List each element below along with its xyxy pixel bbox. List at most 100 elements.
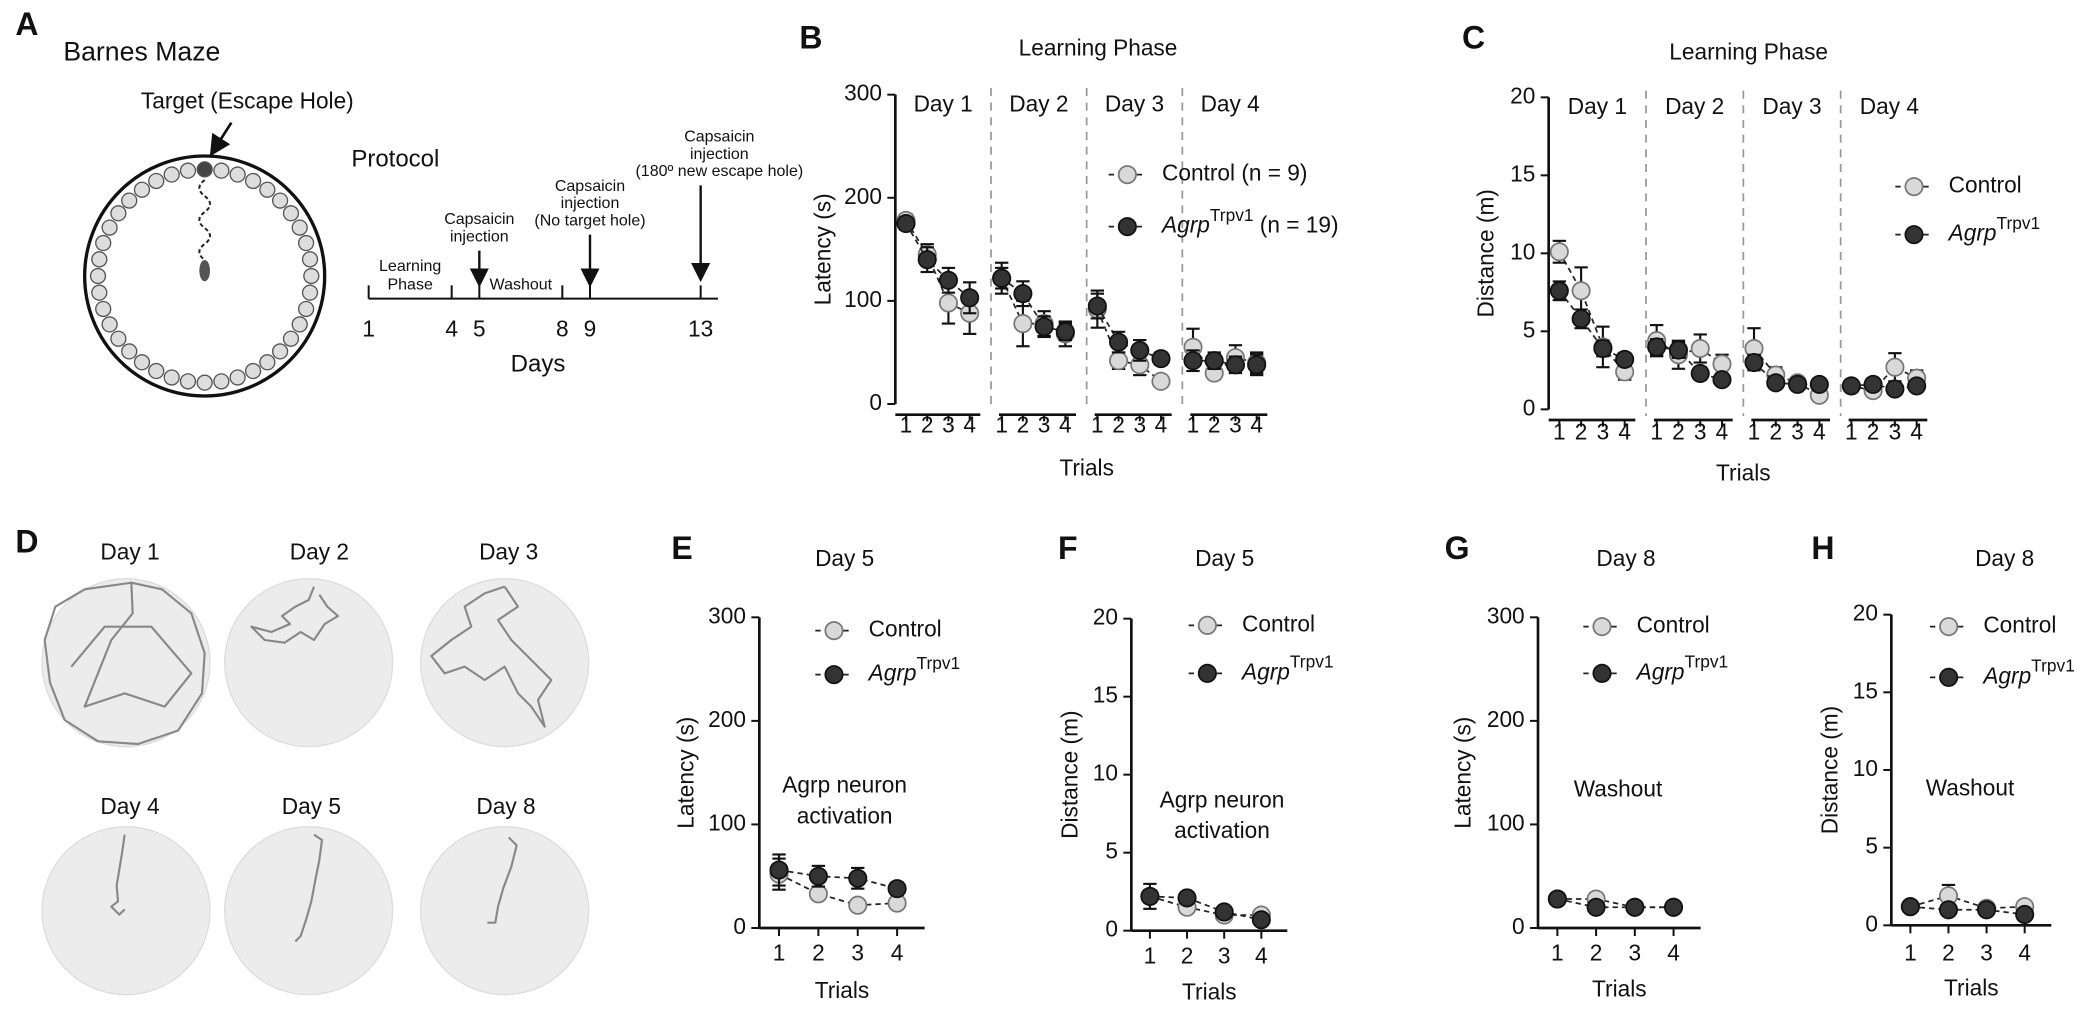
y-axis-title: Distance (m): [1472, 189, 1498, 317]
data-point: [1586, 897, 1606, 917]
x-tick-label: 1: [1650, 418, 1663, 444]
series-line: [1000, 277, 1066, 335]
chart-title: Learning Phase: [1019, 34, 1178, 60]
legend-name-sup: Trpv1: [1290, 651, 1334, 671]
legend-marker: [1939, 617, 1959, 637]
x-tick-label: 3: [1889, 418, 1902, 444]
x-axis-title: Trials: [1182, 978, 1237, 1004]
event-label: (180º new escape hole): [635, 163, 803, 180]
legend-name: Control: [1983, 612, 2056, 638]
series-line: [1192, 346, 1257, 375]
x-tick-label: 4: [2018, 940, 2031, 966]
data-point: [1055, 322, 1075, 342]
data-point: [960, 288, 980, 308]
legend-marker: [1904, 177, 1924, 197]
event-label: (No target hole): [534, 213, 645, 230]
legend-marker: [1117, 165, 1137, 185]
data-point: [1647, 337, 1667, 357]
series-line: [1096, 308, 1162, 383]
series-line: [1851, 366, 1918, 392]
x-tick-label: 4: [1255, 942, 1268, 968]
arena-label: Day 8: [476, 793, 535, 819]
legend-name-suffix: (n = 19): [1254, 212, 1339, 238]
legend-name-sup: Trpv1: [1997, 213, 2041, 233]
x-tick-label: 1: [1748, 418, 1761, 444]
annotation: Washout: [1926, 774, 2015, 800]
day-label: Day 1: [914, 90, 973, 116]
x-tick-label: 3: [851, 940, 864, 966]
data-point: [1204, 351, 1224, 371]
series-line: [1753, 361, 1820, 386]
data-point: [1841, 376, 1861, 396]
protocol-title: Protocol: [351, 145, 439, 172]
hole: [259, 181, 276, 198]
legend-label: AgrpTrpv1: [1635, 651, 1729, 684]
x-tick-label: 3: [942, 412, 955, 438]
data-point: [938, 270, 958, 290]
data-point: [1690, 338, 1710, 359]
x-tick-label: 1: [773, 940, 786, 966]
x-axis-title: Trials: [1592, 976, 1647, 1002]
timeline-tick-label: 5: [473, 316, 486, 342]
legend-marker: [1592, 617, 1612, 637]
y-tick-label: 10: [1093, 760, 1118, 786]
event-label: Capsaicin: [444, 211, 514, 228]
hole: [148, 172, 165, 190]
x-tick-label: 2: [921, 412, 934, 438]
mouse: [199, 260, 210, 282]
data-point: [1109, 351, 1129, 371]
series-line: [1851, 383, 1917, 390]
y-tick-label: 200: [1487, 706, 1525, 732]
y-axis-title: Distance (m): [1056, 710, 1082, 838]
series-line: [1753, 347, 1820, 397]
data-point: [1130, 340, 1150, 360]
data-point: [2015, 904, 2035, 924]
x-tick-label: 2: [1769, 418, 1782, 444]
y-axis-title: Latency (s): [1450, 717, 1476, 829]
hole: [91, 251, 108, 268]
data-point: [808, 884, 828, 904]
data-point: [1571, 281, 1591, 301]
timeline-axis-label: Days: [511, 351, 566, 378]
series-line: [1558, 251, 1626, 373]
x-tick-label: 4: [1667, 940, 1680, 966]
arena-label: Day 3: [479, 538, 538, 564]
data-point: [1251, 910, 1271, 930]
data-point: [887, 879, 907, 899]
timeline: 1 4 5 8 9 13 Days Learning Phase Washout Capsaicin…: [362, 129, 803, 378]
x-tick-label: 3: [1980, 940, 1993, 966]
series-line: [1557, 898, 1674, 909]
series-line: [1001, 277, 1066, 333]
y-tick-label: 100: [708, 809, 746, 835]
legend-label: Control: [1242, 610, 1315, 636]
legend-label: AgrpTrpv1: [1240, 651, 1334, 684]
timeline-tick-label: 13: [688, 316, 713, 342]
y-tick-label: 0: [1865, 910, 1878, 936]
day-label: Day 1: [1568, 93, 1627, 119]
arena: [41, 578, 211, 748]
x-tick-label: 1: [1144, 942, 1157, 968]
x-axis-title: Trials: [815, 977, 870, 1003]
series-line: [778, 873, 898, 907]
x-tick-label: 4: [1059, 412, 1072, 438]
annotation: Agrp neuron: [782, 772, 907, 798]
event-label: injection: [690, 146, 749, 163]
chart: Day 1 Day 2 Day 3 Day 41 2 3 4 1 2 3 4 1 2 3 4 1 2 3 40510…: [1462, 19, 2040, 485]
legend-label: AgrpTrpv1: [1981, 655, 2075, 688]
legend-name: Control: [1242, 610, 1315, 636]
x-tick-label: 4: [1155, 412, 1168, 438]
x-tick-label: 1: [995, 412, 1008, 438]
hole: [110, 330, 127, 347]
data-point: [896, 214, 916, 234]
legend-name: Agrp: [1240, 658, 1290, 684]
data-point: [848, 868, 868, 888]
x-tick-label: 4: [891, 940, 904, 966]
data-point: [938, 293, 958, 313]
chart: 1 2 3 4 0 5 10 15 20 F Day 5 Trials Distance (m) Agrp…: [1056, 530, 1333, 1004]
data-point: [1907, 376, 1927, 396]
y-tick-label: 15: [1853, 677, 1878, 703]
hole: [297, 300, 315, 318]
hole: [213, 373, 230, 390]
data-point: [1225, 355, 1245, 375]
hole: [244, 172, 262, 190]
